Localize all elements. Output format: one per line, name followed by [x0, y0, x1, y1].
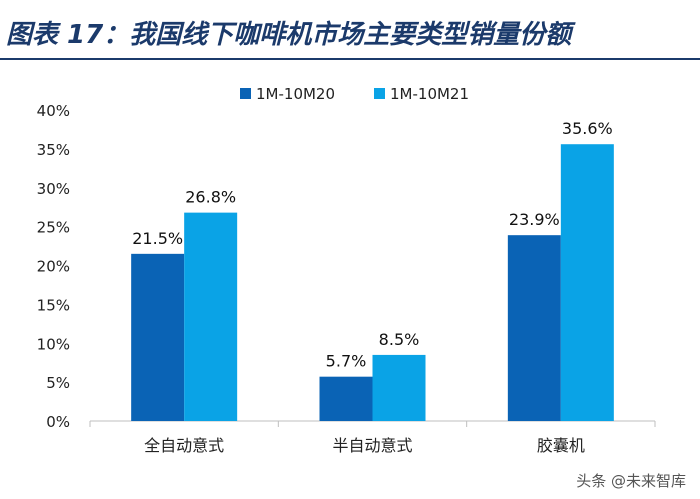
y-tick-label: 10% [37, 335, 70, 353]
bar-1 [319, 376, 373, 421]
bar-2 [184, 212, 238, 421]
y-tick-label: 5% [46, 374, 70, 392]
bar-2 [560, 144, 614, 421]
y-tick-label: 0% [46, 413, 70, 431]
legend-swatch [374, 88, 385, 99]
bar-1 [131, 253, 185, 421]
y-tick-label: 20% [37, 258, 70, 276]
bar-chart: 0% 5% 10% 15% 20% 25% 30% 35% 40% 21.5% 26.8% 全自动意式… [37, 85, 656, 455]
watermark: 头条 @未来智库 [576, 472, 686, 490]
y-tick-label: 25% [37, 219, 70, 237]
legend-label: 1M-10M20 [256, 85, 335, 103]
y-tick-label: 35% [37, 141, 70, 159]
bar-2 [372, 354, 426, 421]
y-tick-label: 30% [37, 180, 70, 198]
title-bar: 图表 17：我国线下咖啡机市场主要类型销量份额 [0, 0, 700, 62]
legend-label: 1M-10M21 [390, 85, 469, 103]
x-category-label: 半自动意式 [332, 436, 412, 455]
title-divider [0, 58, 700, 60]
x-category-label: 全自动意式 [144, 436, 224, 455]
data-label: 21.5% [132, 229, 183, 248]
data-label: 5.7% [326, 352, 367, 371]
legend-swatch [240, 88, 251, 99]
data-label: 26.8% [185, 188, 236, 207]
y-tick-label: 15% [37, 296, 70, 314]
bar-1 [507, 235, 561, 421]
chart-title: 图表 17：我国线下咖啡机市场主要类型销量份额 [6, 20, 572, 50]
x-category-label: 胶囊机 [537, 436, 585, 455]
data-label: 23.9% [509, 210, 560, 229]
y-tick-label: 40% [37, 102, 70, 120]
data-label: 35.6% [562, 119, 613, 138]
data-label: 8.5% [379, 330, 420, 349]
